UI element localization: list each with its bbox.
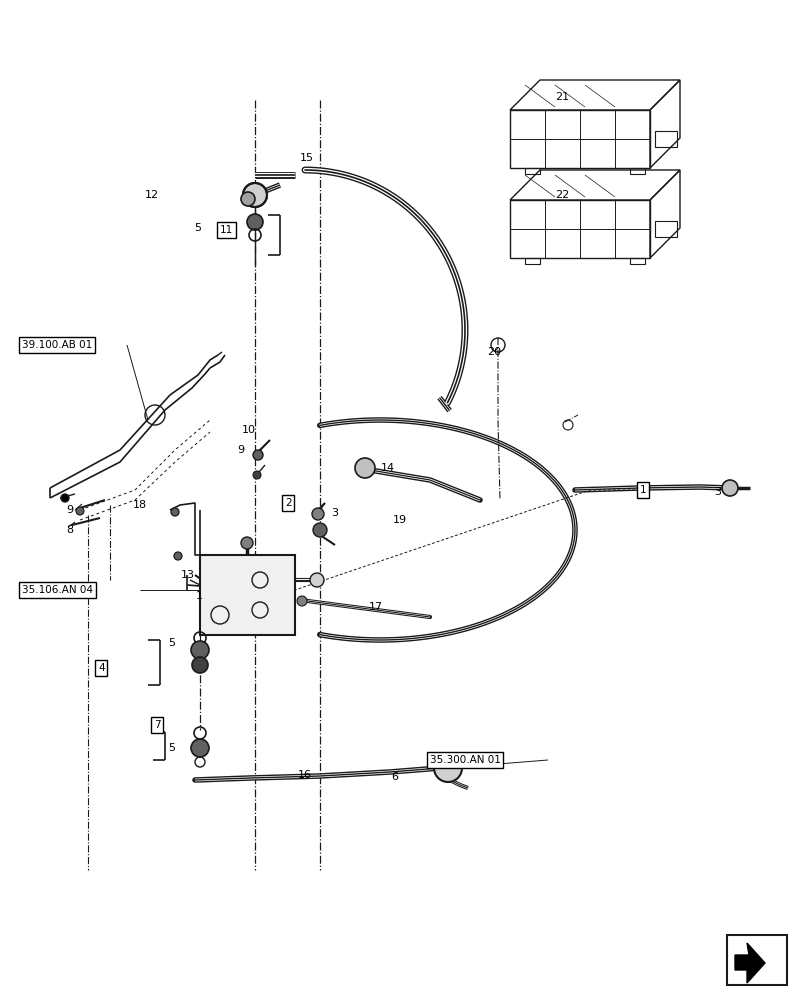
Text: 2: 2 xyxy=(285,498,292,508)
Text: 14: 14 xyxy=(381,463,395,473)
Text: 17: 17 xyxy=(369,602,383,612)
Text: 18: 18 xyxy=(133,500,147,510)
Circle shape xyxy=(241,537,253,549)
Circle shape xyxy=(76,507,84,515)
Text: 39.100.AB 01: 39.100.AB 01 xyxy=(22,340,92,350)
Bar xyxy=(200,555,295,635)
Circle shape xyxy=(312,508,324,520)
Text: 10: 10 xyxy=(242,425,256,435)
Circle shape xyxy=(722,480,738,496)
Circle shape xyxy=(434,754,462,782)
Circle shape xyxy=(297,596,307,606)
Circle shape xyxy=(355,458,375,478)
Text: 3: 3 xyxy=(714,487,722,497)
Circle shape xyxy=(253,471,261,479)
Circle shape xyxy=(241,192,255,206)
Text: 1: 1 xyxy=(196,591,203,601)
Text: 5: 5 xyxy=(195,223,201,233)
Text: 6: 6 xyxy=(392,772,398,782)
Bar xyxy=(525,168,540,174)
Bar xyxy=(630,168,645,174)
Text: 15: 15 xyxy=(300,153,314,163)
Text: 4: 4 xyxy=(98,663,104,673)
Circle shape xyxy=(310,573,324,587)
Bar xyxy=(655,131,677,147)
Circle shape xyxy=(171,508,179,516)
Text: 12: 12 xyxy=(145,190,159,200)
Bar xyxy=(630,258,645,264)
Text: 8: 8 xyxy=(66,525,74,535)
Bar xyxy=(510,200,650,258)
Circle shape xyxy=(191,641,209,659)
Text: 13: 13 xyxy=(181,570,195,580)
Text: 9: 9 xyxy=(66,505,74,515)
Circle shape xyxy=(247,214,263,230)
Polygon shape xyxy=(735,943,765,983)
Bar xyxy=(525,258,540,264)
Circle shape xyxy=(243,183,267,207)
Text: 19: 19 xyxy=(393,515,407,525)
Text: 9: 9 xyxy=(238,445,245,455)
Text: 35.300.AN 01: 35.300.AN 01 xyxy=(430,755,501,765)
Text: 16: 16 xyxy=(298,770,312,780)
Text: 7: 7 xyxy=(154,720,161,730)
Text: 21: 21 xyxy=(555,92,569,102)
Text: 22: 22 xyxy=(555,190,569,200)
Text: 5: 5 xyxy=(169,743,175,753)
Text: 3: 3 xyxy=(331,508,339,518)
Bar xyxy=(510,110,650,168)
Text: 20: 20 xyxy=(487,347,501,357)
Circle shape xyxy=(61,494,69,502)
Circle shape xyxy=(253,450,263,460)
Circle shape xyxy=(174,552,182,560)
Bar xyxy=(655,221,677,237)
Text: 1: 1 xyxy=(640,485,646,495)
Circle shape xyxy=(313,523,327,537)
Circle shape xyxy=(192,657,208,673)
Text: 5: 5 xyxy=(169,638,175,648)
Text: 35.106.AN 04: 35.106.AN 04 xyxy=(22,585,93,595)
Bar xyxy=(727,935,787,985)
Text: 11: 11 xyxy=(220,225,234,235)
Circle shape xyxy=(191,739,209,757)
